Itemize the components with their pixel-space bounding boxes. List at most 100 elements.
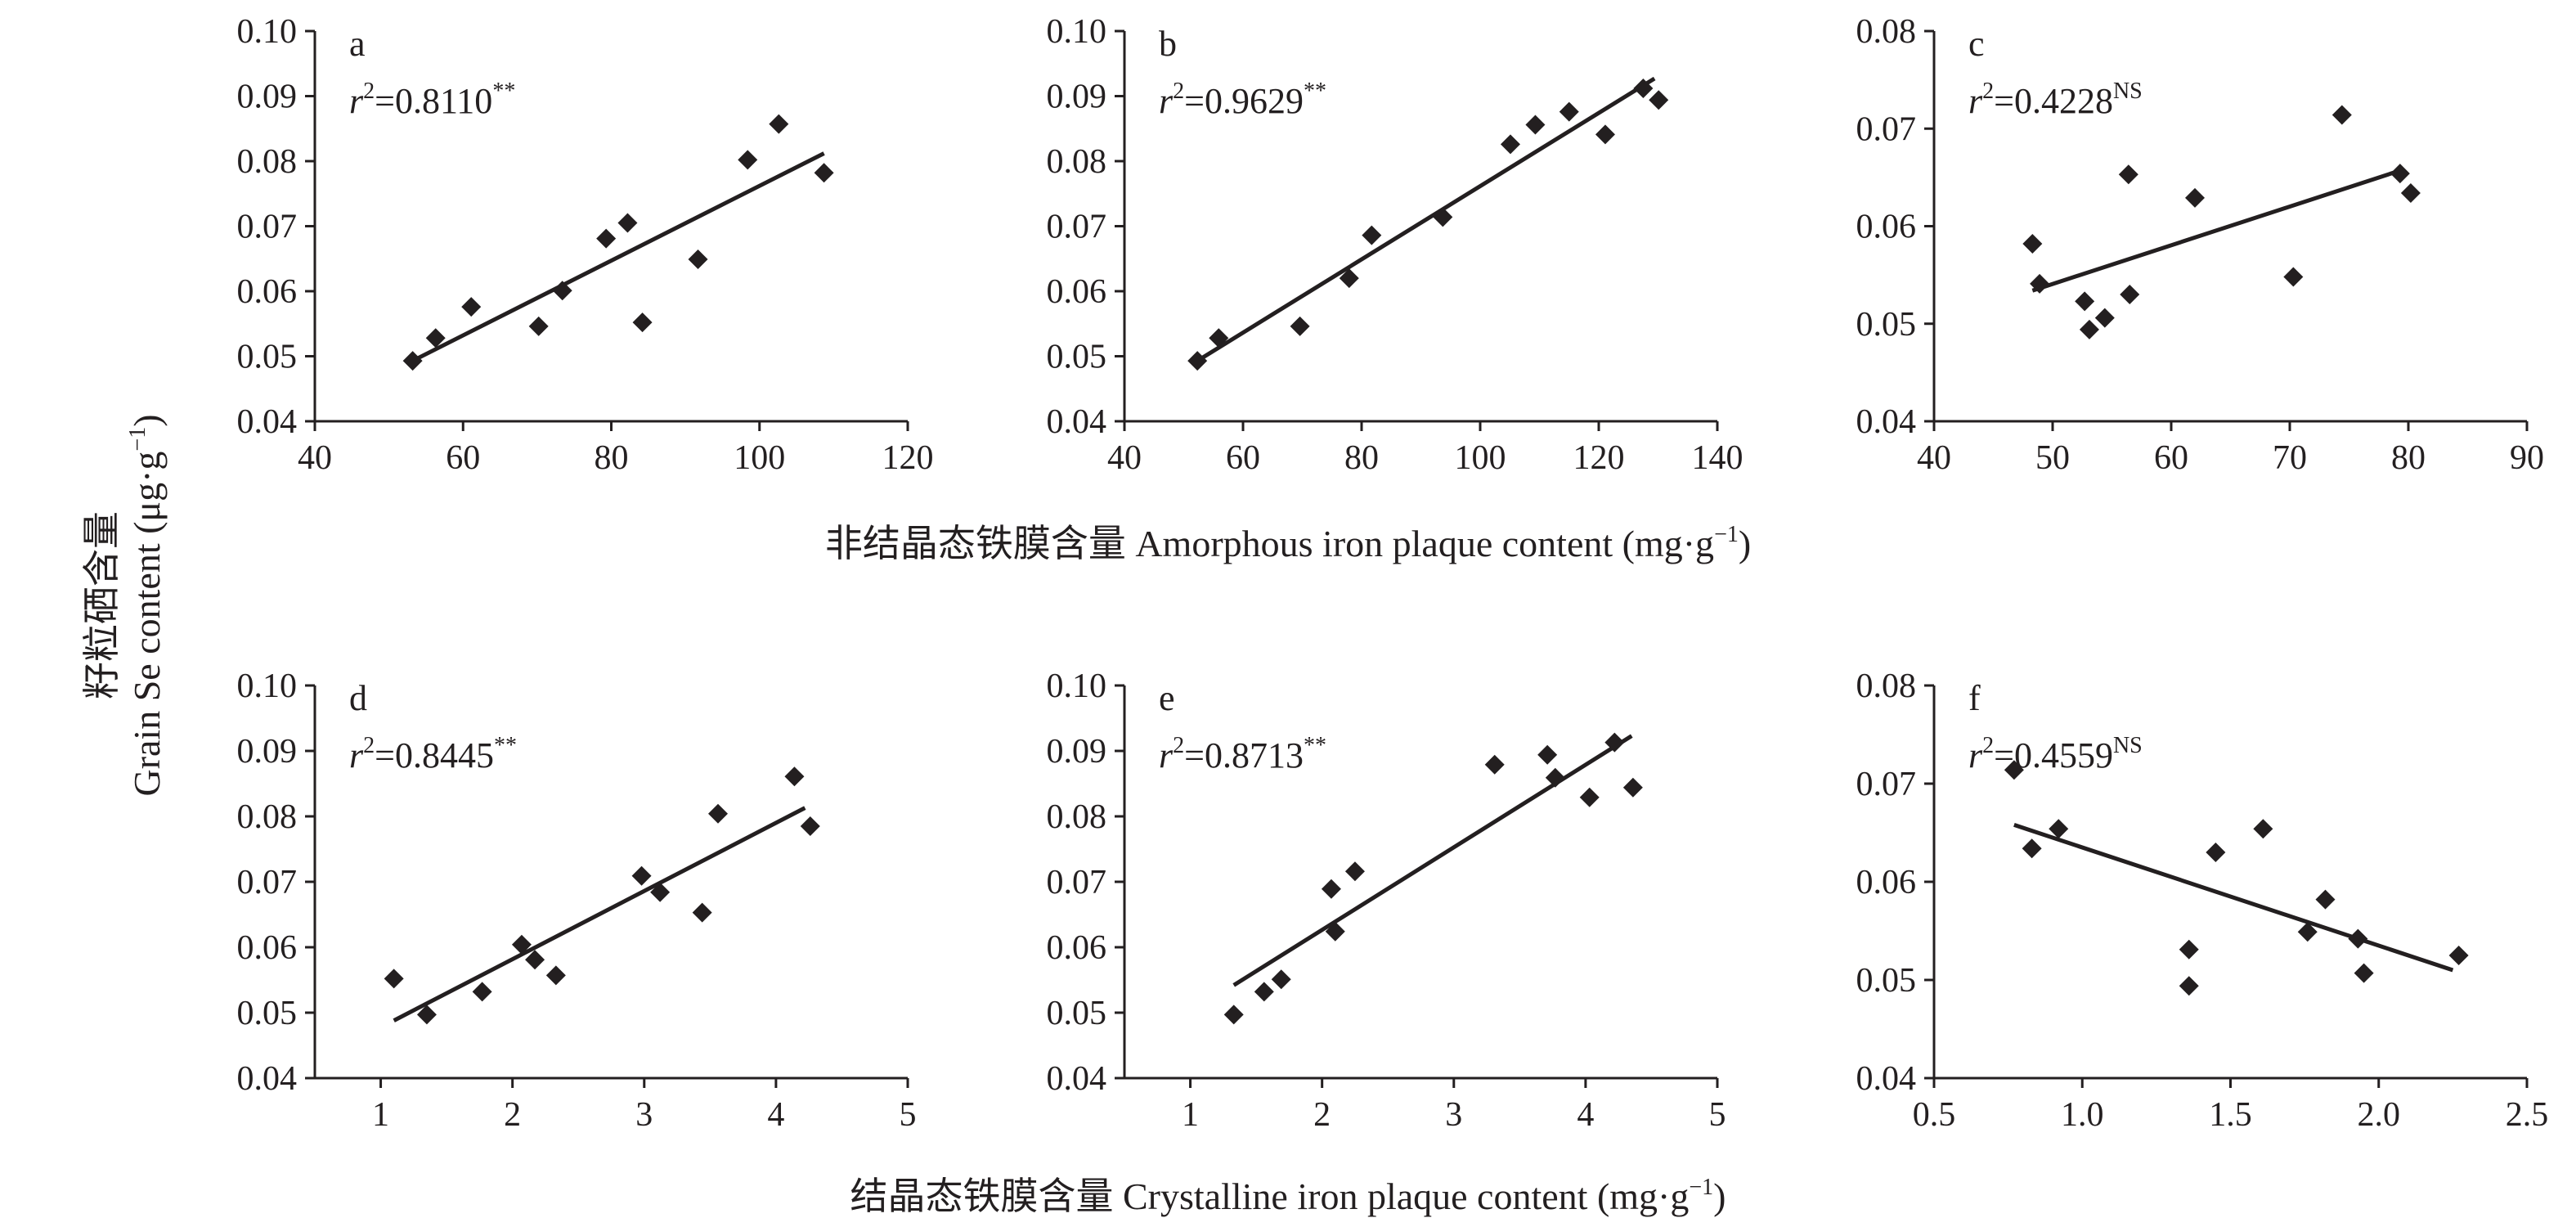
x-tick-label: 1.0 [2061,1096,2104,1134]
x-tick-label: 40 [298,439,332,477]
y-tick-label: 0.08 [1856,13,1917,51]
data-point [2331,105,2352,125]
x-tick-label: 2.5 [2506,1096,2549,1134]
y-tick-label: 0.06 [237,273,298,311]
r-squared-label: r2=0.8110** [349,79,515,121]
panel-b: 0.04 0.05 0.06 0.07 0.08 0.09 0.10 40 60 80 100 120… [1047,13,1744,477]
y-tick-label: 0.07 [237,864,298,901]
x-tick-label: 2.0 [2358,1096,2401,1134]
data-point [1545,767,1565,788]
data-point [2022,233,2043,254]
data-point [631,865,652,886]
data-point [2075,291,2095,312]
data-point [1595,124,1615,145]
data-point [1559,101,1579,122]
data-point [528,316,549,336]
panel-letter: b [1159,24,1177,64]
data-point [1325,921,1345,942]
x-tick-label: 100 [1455,439,1506,477]
x-tick-label: 5 [900,1096,917,1134]
r-squared-label: r2=0.4559NS [1968,733,2143,775]
y-tick-label: 0.05 [1047,995,1107,1032]
data-point [2348,928,2368,949]
y-tick-label: 0.07 [1856,110,1917,148]
y-tick-label: 0.10 [237,667,298,705]
y-tick-label: 0.05 [1047,339,1107,376]
y-tick-label: 0.05 [237,339,298,376]
r-squared-label: r2=0.8445** [349,733,517,775]
panel-d: 0.04 0.05 0.06 0.07 0.08 0.09 0.10 1 2 3 4 5 d r2=0.8… [237,667,917,1134]
y-tick-label: 0.09 [1047,733,1107,771]
data-point [2390,164,2410,184]
data-point [402,351,423,371]
data-point [1254,982,1274,1002]
y-tick-label: 0.09 [237,79,298,116]
x-tick-label: 140 [1692,439,1744,477]
data-point [545,965,566,986]
data-point [1321,879,1341,899]
y-tick-label: 0.08 [1047,143,1107,181]
panel-letter: d [349,678,367,718]
panel-c: 0.04 0.05 0.06 0.07 0.08 40 50 60 70 80 90 c r2=0.42… [1856,13,2545,477]
data-point [1500,134,1520,155]
data-point [617,213,638,233]
y-tick-label: 0.06 [1856,864,1917,901]
data-point [1187,351,1208,371]
x-tick-label: 120 [1573,439,1625,477]
y-tick-label: 0.04 [1856,1060,1917,1098]
x-tick-label: 70 [2273,439,2307,477]
data-point [596,228,617,249]
data-point [1290,316,1310,336]
x-tick-label: 40 [1917,439,1951,477]
data-point [2094,308,2115,328]
x-tick-label: 1 [1182,1096,1199,1134]
data-point [416,1005,437,1025]
x-tick-label: 80 [2391,439,2426,477]
data-point [2079,319,2099,339]
y-tick-label: 0.05 [1856,306,1917,344]
regression-line [1196,76,1656,363]
y-tick-label: 0.06 [1856,209,1917,246]
panel-e: 0.04 0.05 0.06 0.07 0.08 0.09 0.10 1 2 3 4 5 e r2=0.8… [1047,667,1726,1134]
y-axis-title: 籽粒硒含量 Grain Se content (μg·g−1) [81,414,168,796]
data-point [1525,115,1546,135]
x-tick-label: 5 [1709,1096,1726,1134]
y-title-cn: 籽粒硒含量 [81,511,123,699]
data-point [2400,182,2421,203]
data-point [1223,1005,1244,1025]
x-tick-label: 90 [2510,439,2544,477]
data-point [2297,922,2318,942]
data-point [2179,939,2199,960]
regression-line [411,151,825,363]
y-tick-label: 0.08 [237,143,298,181]
x-tick-label: 60 [2154,439,2188,477]
data-point [2283,267,2304,287]
y-tick-label: 0.06 [1047,929,1107,967]
x-tick-label: 40 [1107,439,1142,477]
y-tick-label: 0.04 [1047,1060,1107,1098]
y-tick-label: 0.08 [1047,798,1107,836]
x-tick-label: 4 [1577,1096,1594,1134]
data-point [2120,284,2140,304]
y-tick-label: 0.05 [1856,962,1917,1000]
x-tick-label: 0.5 [1913,1096,1956,1134]
x-tick-label: 4 [767,1096,784,1134]
data-point [1622,777,1643,798]
data-point [2179,976,2199,996]
x-tick-label: 60 [446,439,480,477]
y-tick-label: 0.04 [237,1060,298,1098]
data-point [1633,78,1654,98]
data-point [1362,225,1382,245]
data-point [1649,90,1669,110]
y-tick-label: 0.10 [1047,13,1107,51]
data-point [2030,273,2050,294]
data-point [2448,946,2469,965]
data-point [511,934,532,955]
data-point [784,766,805,787]
x-tick-label: 3 [635,1096,653,1134]
y-tick-label: 0.08 [1856,667,1917,705]
data-point [472,982,492,1002]
data-point [2049,819,2069,839]
y-tick-label: 0.04 [1856,403,1917,441]
data-point [1604,732,1625,753]
